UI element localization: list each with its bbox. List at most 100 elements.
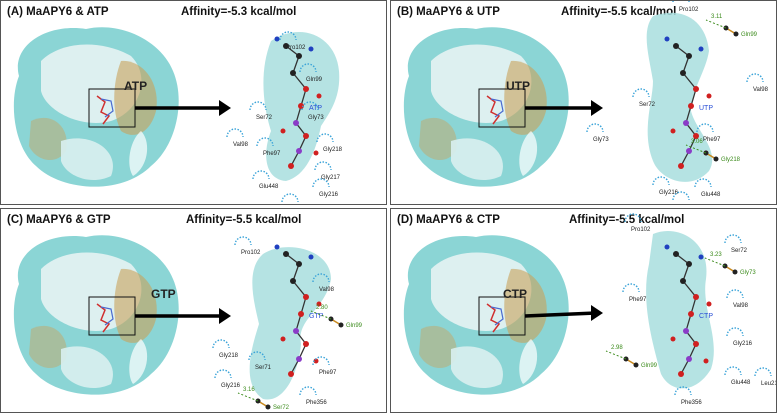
ligand-name: UTP	[699, 105, 713, 112]
hydrophobic-contact-icon	[652, 176, 670, 186]
hbond-distance: 3.16	[243, 387, 255, 393]
ligand-skeleton	[664, 244, 712, 377]
binding-pocket	[249, 247, 331, 400]
residue-label: Glu448	[259, 184, 279, 190]
arrow-icon	[135, 308, 231, 324]
hydrophobic-contact-icon	[724, 366, 742, 376]
hbond-residue-sidechain	[722, 263, 738, 275]
hydrophobic-contact-icon	[281, 193, 299, 203]
protein-surface	[13, 235, 179, 395]
hydrophobic-contact-icon	[622, 283, 640, 293]
docking-diagram: CTP Pro102 Ser72 Phe97 Val98 Gly216 Glu448 Leu2…	[403, 213, 777, 406]
hydrophobic-contact-icon	[312, 178, 330, 188]
hydrophobic-contact-icon	[316, 133, 334, 143]
residue-label: Ser72	[731, 248, 748, 254]
residue-label: Pro102	[241, 250, 261, 256]
hbond-residue-sidechain	[623, 356, 639, 368]
hydrophobic-contact-icon	[586, 123, 604, 133]
hbond-line	[605, 350, 627, 360]
residue-label: Pro102	[286, 45, 306, 51]
hydrophobic-contact-icon	[301, 101, 319, 111]
residue-label: Pro102	[631, 227, 651, 233]
hydrophobic-contact-icon	[214, 369, 232, 379]
hydrophobic-contact-icon	[212, 339, 230, 349]
residue-label: Gly216	[659, 190, 679, 196]
panel-title: (C) MaAPY6 & GTP	[7, 214, 111, 226]
affinity-label: Affinity=-5.5 kcal/mol	[569, 214, 685, 226]
protein-surface	[403, 235, 569, 395]
residue-label: Phe97	[703, 137, 721, 143]
ligand-label: UTP	[506, 79, 530, 93]
panel-title: (B) MaAPY6 & UTP	[397, 6, 500, 18]
docking-diagram: UTP Pro102 Ser72 Val98 Gly73 Phe97 Gly216 Glu44…	[403, 1, 769, 201]
residue-label: Leu215	[761, 381, 777, 387]
hydrophobic-contact-icon	[299, 63, 317, 73]
hydrophobic-contact-icon	[312, 273, 330, 283]
residue-label: Gly216	[733, 341, 753, 347]
hbond-line	[310, 310, 332, 320]
affinity-label: Affinity=-5.3 kcal/mol	[181, 6, 297, 18]
protein-surface	[13, 27, 179, 187]
residue-label: Gly73	[593, 137, 609, 143]
hydrophobic-contact-icon	[226, 128, 244, 138]
hbond-distance: 2.80	[316, 305, 328, 311]
hbond-line	[237, 392, 259, 402]
ligand-skeleton	[274, 36, 322, 169]
docking-diagram: GTP Pro102 Val98 Gly218 Ser71 Phe97 Gly216 Phe3…	[13, 235, 363, 411]
residue-label: Gly218	[323, 147, 343, 153]
residue-label: Val98	[319, 287, 335, 293]
residue-label: Phe97	[319, 370, 337, 376]
hydrophobic-contact-icon	[256, 137, 274, 147]
docking-diagram: ATP Pro102 Gln99 Ser72 Gly73 Val98 Phe97 Gly218…	[13, 27, 343, 203]
hydrophobic-contact-icon	[299, 386, 317, 396]
hbond-line	[685, 144, 707, 154]
residue-label: Gly216	[319, 192, 339, 198]
residue-label: Gly217	[321, 175, 341, 181]
hbond-residue-label: Gln99	[741, 32, 758, 38]
residue-label: Phe97	[629, 297, 647, 303]
hbond-residue-label: Gln99	[641, 363, 658, 369]
protein-surface	[403, 27, 569, 187]
panel-a: (A) MaAPY6 & ATP Affinity=-5.3 kcal/mol AT…	[0, 0, 387, 205]
arrow-icon	[524, 305, 603, 321]
hbond-line	[704, 257, 726, 267]
hydrophobic-contact-icon	[726, 289, 744, 299]
ligand-label: GTP	[151, 287, 176, 301]
residue-label: Val98	[753, 87, 769, 93]
hydrophobic-contact-icon	[248, 351, 266, 361]
panel-title: (A) MaAPY6 & ATP	[7, 6, 109, 18]
hbond-residue-label: Gly73	[740, 270, 756, 276]
hydrophobic-contact-icon	[249, 101, 267, 111]
hbond-residue-sidechain	[703, 150, 719, 162]
hydrophobic-contact-icon	[632, 88, 650, 98]
hbond-residue-sidechain	[723, 25, 739, 37]
hydrophobic-contact-icon	[726, 327, 744, 337]
arrow-icon	[135, 100, 231, 116]
panel-c: (C) MaAPY6 & GTP Affinity=-5.5 kcal/mol GT…	[0, 208, 387, 413]
hydrophobic-contact-icon	[696, 123, 714, 133]
ligand-label: ATP	[124, 79, 148, 93]
residue-label: Gln99	[306, 77, 323, 83]
residue-label: Glu448	[701, 192, 721, 198]
residue-label: Phe356	[306, 400, 327, 406]
ligand-name: CTP	[699, 313, 713, 320]
residue-label: Gly216	[221, 383, 241, 389]
hbond-residue-label: Gly218	[721, 157, 741, 163]
residue-label: Glu448	[731, 380, 751, 386]
residue-label: Phe97	[263, 151, 281, 157]
residue-label: Pro102	[679, 7, 699, 13]
hbond-distance: 2.98	[611, 345, 623, 351]
hbond-residue-label: Gln99	[346, 323, 363, 329]
hydrophobic-contact-icon	[672, 191, 690, 201]
residue-label: Ser71	[255, 365, 272, 371]
hydrophobic-contact-icon	[674, 386, 692, 396]
residue-label: Gly218	[219, 353, 239, 359]
hbond-residue-label: Ser72	[273, 405, 290, 411]
residue-label: Val98	[233, 142, 249, 148]
hydrophobic-contact-icon	[312, 356, 330, 366]
hydrophobic-contact-icon	[252, 170, 270, 180]
hydrophobic-contact-icon	[314, 161, 332, 171]
hydrophobic-contact-icon	[234, 236, 252, 246]
hbond-line	[705, 19, 727, 29]
